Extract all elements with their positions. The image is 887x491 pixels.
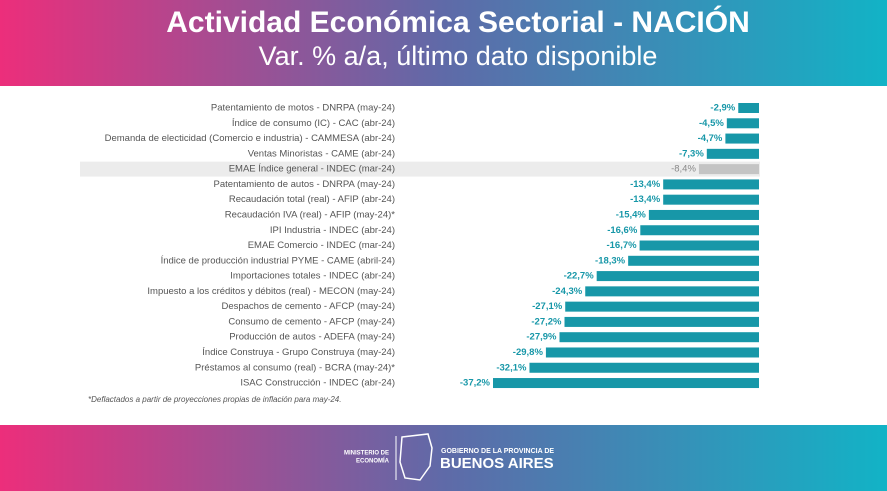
bar: [663, 194, 759, 205]
chart-title: Actividad Económica Sectorial - NACIÓN: [166, 5, 749, 39]
value-label: -8,4%: [671, 164, 696, 175]
bar: [628, 255, 759, 266]
value-label: -27,2%: [531, 316, 562, 327]
category-label: IPI Industria - INDEC (abr-24): [270, 225, 395, 236]
bar: [493, 378, 759, 389]
bar: [698, 164, 759, 175]
bar: [726, 118, 759, 129]
ministry-text: MINISTERIO DE: [344, 451, 389, 457]
category-label: Demanda de electicidad (Comercio e indus…: [105, 133, 395, 144]
value-label: -13,4%: [630, 194, 661, 205]
category-label: Despachos de cemento - AFCP (may-24): [221, 301, 395, 312]
province-logo: [399, 433, 433, 481]
value-label: -18,3%: [595, 255, 626, 266]
bar: [545, 347, 759, 358]
value-label: -24,3%: [552, 286, 583, 297]
bar: [706, 148, 759, 159]
value-label: -4,5%: [699, 118, 724, 129]
value-label: -27,1%: [532, 301, 563, 312]
bar: [663, 179, 759, 190]
ministry-text: ECONOMÍA: [356, 457, 390, 465]
category-label: Impuesto a los créditos y débitos (real)…: [147, 286, 395, 297]
row-highlight: [80, 161, 760, 177]
category-label: EMAE Comercio - INDEC (mar-24): [248, 240, 395, 251]
category-label: EMAE Índice general - INDEC (mar-24): [229, 164, 395, 175]
bar: [639, 240, 759, 251]
value-label: -29,8%: [513, 347, 544, 358]
gov-text: BUENOS AIRES: [440, 455, 554, 472]
value-label: -7,3%: [679, 148, 704, 159]
category-label: Recaudación total (real) - AFIP (abr-24): [229, 194, 395, 205]
bar: [648, 209, 759, 220]
category-label: Producción de autos - ADEFA (may-24): [229, 332, 395, 343]
bar: [640, 225, 759, 236]
category-label: Recaudación IVA (real) - AFIP (may-24)*: [225, 209, 395, 220]
value-label: -37,2%: [460, 378, 491, 389]
category-label: Importaciones totales - INDEC (abr-24): [230, 271, 395, 282]
value-label: -16,7%: [606, 240, 637, 251]
bar: [564, 316, 759, 327]
value-label: -15,4%: [616, 209, 647, 220]
bar: [585, 286, 759, 297]
bar: [559, 332, 759, 343]
bar: [529, 362, 759, 373]
category-label: Índice de consumo (IC) - CAC (abr-24): [232, 118, 395, 129]
chart-subtitle: Var. % a/a, último dato disponible: [259, 41, 658, 71]
bar: [725, 133, 759, 144]
value-label: -13,4%: [630, 179, 661, 190]
gov-text: GOBIERNO DE LA PROVINCIA DE: [441, 448, 554, 455]
category-label: Patentamiento de motos - DNRPA (may-24): [211, 103, 395, 114]
bar: [565, 301, 759, 312]
value-label: -32,1%: [496, 362, 527, 373]
header-band: [0, 0, 887, 86]
category-label: Índice de producción industrial PYME - C…: [161, 255, 395, 266]
category-label: ISAC Construcción - INDEC (abr-24): [240, 378, 395, 389]
footnote: *Deflactados a partir de proyecciones pr…: [88, 395, 341, 404]
value-label: -16,6%: [607, 225, 638, 236]
category-label: Ventas Minoristas - CAME (abr-24): [248, 148, 395, 159]
category-label: Patentamiento de autos - DNRPA (may-24): [214, 179, 395, 190]
category-label: Consumo de cemento - AFCP (may-24): [228, 316, 395, 327]
category-label: Índice Construya - Grupo Construya (may-…: [202, 347, 395, 358]
plot: Patentamiento de motos - DNRPA (may-24) -…: [80, 103, 760, 389]
footer-band: [0, 425, 887, 491]
value-label: -27,9%: [526, 332, 557, 343]
bar: [738, 103, 759, 113]
value-label: -4,7%: [698, 133, 723, 144]
category-label: Préstamos al consumo (real) - BCRA (may-…: [195, 362, 395, 373]
value-label: -22,7%: [564, 271, 595, 282]
value-label: -2,9%: [710, 103, 735, 114]
bar: [596, 271, 759, 282]
